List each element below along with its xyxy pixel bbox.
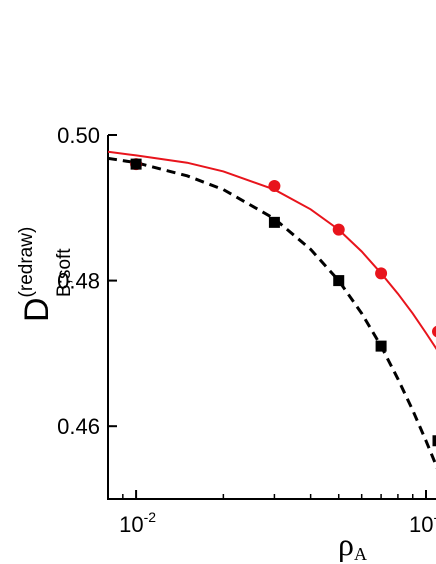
y-axis-label-subscript: B;soft xyxy=(54,248,75,297)
square-marker xyxy=(432,435,436,447)
circle-marker xyxy=(268,179,281,192)
x-tick-label-base: 10 xyxy=(119,512,143,537)
x-tick-label: 10-2 xyxy=(119,509,156,537)
x-tick-label: 10-1 xyxy=(409,509,436,537)
square-marker xyxy=(130,158,142,170)
x-axis-label-main: ρ xyxy=(338,526,354,562)
circle-marker xyxy=(332,223,345,236)
square-marker xyxy=(268,216,280,228)
y-axis-label-main: D xyxy=(18,297,56,322)
x-tick-label-exponent: -2 xyxy=(144,509,157,525)
y-axis-label: D(redraw) xyxy=(16,227,56,322)
y-tick-label: 0.50 xyxy=(57,123,100,148)
x-tick-label-exponent: -1 xyxy=(433,509,436,525)
y-tick-label: 0.48 xyxy=(57,269,100,294)
fit-lines xyxy=(108,150,436,469)
square-marker xyxy=(333,275,345,287)
x-axis-label: ρA xyxy=(338,526,367,564)
circle-marker xyxy=(375,267,388,280)
square-marker xyxy=(375,340,387,352)
y-axis-label-sup: (redraw) xyxy=(16,227,37,298)
data-points xyxy=(130,158,436,447)
fit-line-2 xyxy=(108,156,436,469)
x-axis-label-sub: A xyxy=(354,544,367,564)
circle-marker xyxy=(432,325,436,338)
axis-labels: D(redraw) B;soft ρA xyxy=(16,227,367,564)
y-tick-label: 0.46 xyxy=(57,414,100,439)
x-tick-label-base: 10 xyxy=(409,512,433,537)
